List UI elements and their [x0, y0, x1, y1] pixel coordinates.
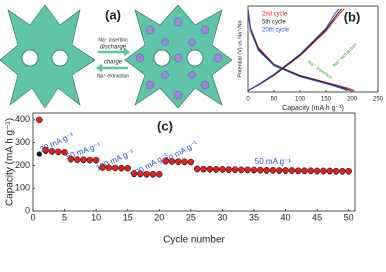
point: [149, 170, 157, 178]
point: [225, 166, 232, 173]
arrow-label: charge: [104, 60, 123, 66]
legend-entry: 2nd cycle: [262, 12, 288, 18]
x-tick-label: 50: [271, 97, 278, 103]
panel-label: (c): [157, 118, 173, 133]
y-tick-label: 400: [15, 114, 30, 124]
x-tick-label: 25: [186, 212, 196, 222]
point: [61, 148, 68, 156]
x-tick-label: 100: [295, 97, 306, 103]
panel-a-diagram: [0, 4, 233, 109]
annotation: Na⁺ extraction: [332, 42, 359, 69]
point: [48, 148, 56, 155]
y-axis-label: Potential (V) vs Na⁺/Na: [236, 19, 243, 77]
x-tick-label: 50: [344, 212, 354, 222]
point: [345, 167, 352, 175]
x-axis-label: Cycle number: [163, 235, 225, 246]
x-tick-label: 5: [62, 212, 67, 222]
point: [263, 166, 270, 174]
x-tick-label: 20: [154, 212, 164, 222]
point: [301, 167, 308, 174]
point: [143, 170, 150, 178]
point: [36, 116, 43, 124]
point: [231, 166, 239, 173]
point: [162, 157, 169, 165]
y-tick-label: 0: [25, 205, 30, 215]
point: [168, 158, 176, 165]
point: [80, 156, 87, 163]
y-axis-label: Capacity (mA h g⁻¹): [5, 118, 16, 206]
point: [86, 156, 94, 164]
point: [92, 156, 100, 164]
point: [42, 146, 49, 154]
point: [250, 166, 258, 174]
panel-label: (a): [105, 7, 121, 22]
point: [320, 167, 327, 175]
point: [339, 167, 346, 175]
x-tick-label: 45: [312, 212, 322, 222]
point: [212, 166, 220, 173]
curve: [247, 8, 348, 92]
point: [181, 158, 188, 166]
y-tick-label: 100: [15, 183, 30, 193]
arrow-label: Na⁺ insertion: [98, 37, 128, 43]
point: [282, 167, 289, 174]
point: [137, 170, 144, 178]
x-tick-label: 250: [373, 97, 384, 103]
point: [118, 164, 125, 172]
plot-frame: [247, 5, 379, 93]
point: [238, 166, 245, 173]
point: [200, 165, 207, 173]
x-tick-label: 30: [217, 212, 227, 222]
x-tick-label: 15: [123, 212, 133, 222]
point: [307, 167, 315, 174]
point: [156, 171, 163, 178]
annotation: 50 mA g⁻¹: [255, 157, 292, 166]
legend-entry: 20th cycle: [262, 28, 290, 34]
y-tick-label: 200: [15, 160, 30, 170]
point: [269, 166, 277, 174]
point: [174, 158, 182, 165]
x-tick-label: 40: [281, 212, 291, 222]
point: [193, 165, 201, 173]
point: [130, 170, 138, 177]
point: [288, 167, 296, 174]
point: [36, 151, 42, 157]
y-tick-label: 300: [15, 137, 30, 147]
x-tick-label: 200: [347, 97, 358, 103]
point: [294, 167, 302, 174]
point: [257, 166, 264, 174]
point: [187, 158, 195, 166]
point: [67, 155, 75, 163]
point: [73, 156, 81, 163]
arrow-label: discharge: [100, 45, 127, 51]
legend-entry: 5th cycle: [262, 20, 286, 26]
point: [326, 167, 333, 175]
point: [111, 164, 119, 172]
x-tick-label: 35: [249, 212, 259, 222]
point: [124, 164, 131, 172]
x-tick-label: 150: [321, 97, 332, 103]
plot-frame: [32, 112, 356, 212]
x-tick-label: 0: [246, 97, 250, 103]
point: [55, 148, 62, 155]
x-axis-label: Capacity (mA h g⁻¹): [282, 105, 344, 112]
point: [275, 167, 283, 174]
point: [313, 167, 321, 175]
point: [244, 166, 251, 173]
point: [99, 163, 106, 171]
x-tick-label: 0: [30, 212, 35, 222]
point: [219, 166, 226, 173]
point: [206, 165, 214, 173]
arrow-label: Na⁺ extraction: [97, 73, 129, 79]
panel-label: (b): [344, 9, 361, 24]
x-tick-label: 10: [91, 212, 101, 222]
point: [105, 164, 113, 171]
point: [332, 167, 340, 175]
